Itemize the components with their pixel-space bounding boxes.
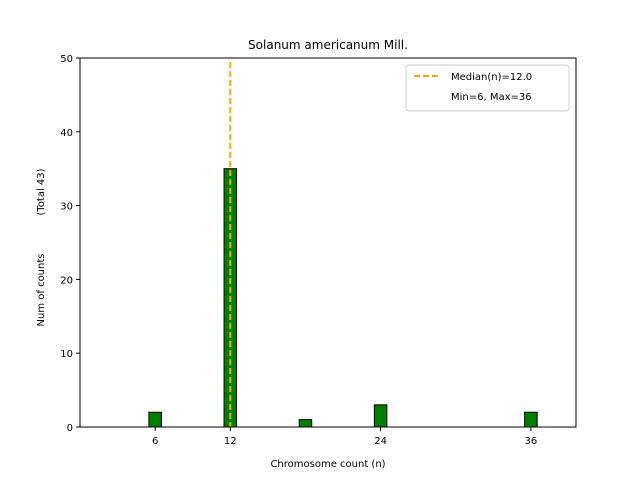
y-axis-label: Num of counts [36,254,47,327]
y-tick-label: 0 [67,423,73,434]
y-axis-total-label: (Total 43) [36,168,47,215]
y-tick-label: 40 [60,128,73,139]
x-tick-label: 24 [374,436,387,447]
chart-title: Solanum americanum Mill. [248,38,408,52]
y-tick-label: 30 [60,202,73,213]
y-tick-label: 50 [60,54,73,65]
bar [148,411,162,428]
legend-minmax-label: Min=6, Max=36 [451,92,532,103]
plot-area [117,62,569,428]
x-axis-label: Chromosome count (n) [270,459,385,470]
legend-box [405,64,570,112]
legend: Median(n)=12.0 Min=6, Max=36 [405,64,570,112]
plot-frame [79,57,577,428]
bar [373,404,388,428]
legend-median-label: Median(n)=12.0 [451,72,532,83]
x-tick-label: 6 [152,436,158,447]
y-axis-label-group: Num of counts (Total 43) [36,168,47,326]
x-tick-label: 12 [224,436,237,447]
bar [524,411,538,428]
bar [298,419,313,428]
y-tick-label: 20 [60,275,73,286]
x-tick-label: 36 [525,436,538,447]
y-tick-label: 10 [60,349,73,360]
